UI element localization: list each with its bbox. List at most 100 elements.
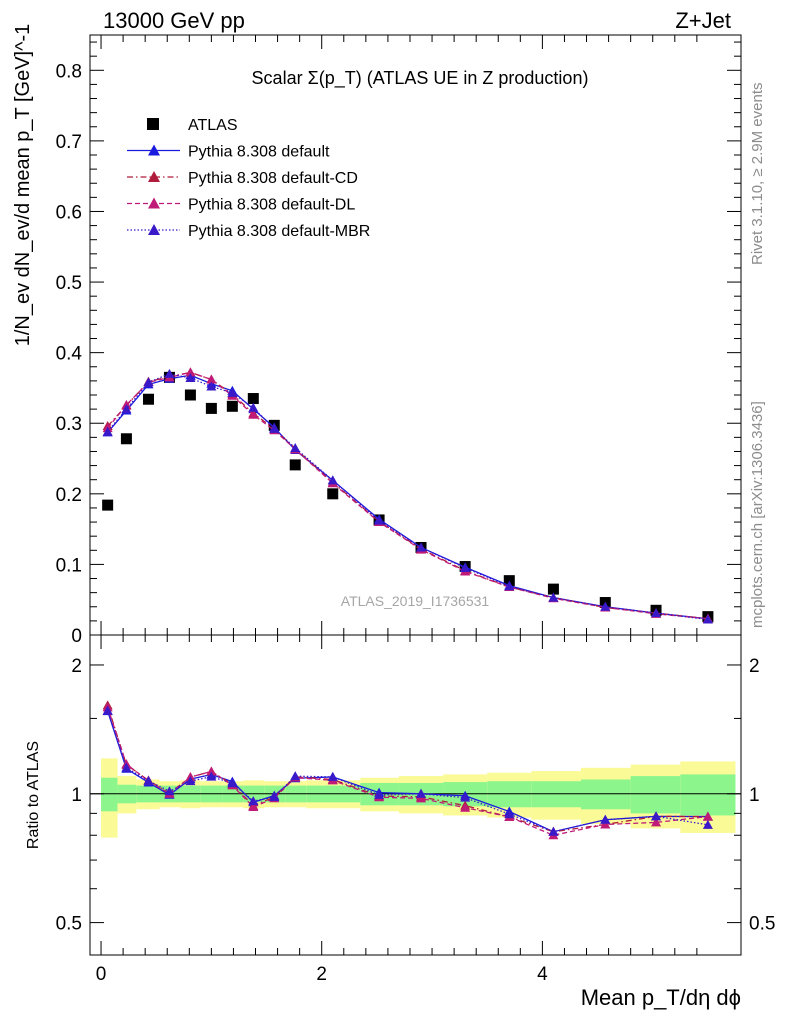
ratio-marker (269, 791, 280, 801)
ratio-marker (460, 792, 471, 802)
ratio-marker (327, 771, 338, 781)
legend-marker-atlas (147, 118, 159, 130)
ratio-marker (548, 826, 559, 836)
x-axis-label: Mean p_T/dη dϕ (581, 985, 741, 1010)
series-layer (102, 367, 714, 840)
legend-label: Pythia 8.308 default-CD (188, 170, 358, 187)
ratio-marker (185, 776, 196, 786)
atlas-marker (205, 402, 217, 414)
series-marker (248, 409, 259, 419)
header-right: Z+Jet (675, 8, 731, 33)
series-marker (227, 387, 238, 397)
series-marker (248, 402, 259, 412)
band-inner (101, 777, 118, 812)
ratio-marker (702, 819, 713, 829)
ratio-marker (248, 796, 259, 806)
x-tick-label: 0 (96, 964, 107, 985)
atlas-marker (547, 583, 559, 595)
ratio-marker (651, 817, 662, 827)
atlas-marker (184, 389, 196, 401)
series-marker (548, 592, 559, 602)
ratio-marker (248, 802, 259, 812)
legend-label: Pythia 8.308 default-DL (188, 197, 355, 214)
ratio-axis-label: Ratio to ATLAS (25, 741, 42, 849)
band-inner (581, 779, 631, 810)
band-inner (680, 774, 736, 816)
series-marker (702, 614, 713, 624)
ratio-tick-label: 1 (71, 785, 82, 806)
watermark: ATLAS_2019_I1736531 (341, 593, 490, 609)
ratio-marker (206, 771, 217, 781)
atlas-marker (289, 459, 301, 471)
series-marker (102, 426, 113, 436)
series-marker (290, 442, 301, 452)
legend-marker (148, 197, 160, 209)
ratio-plot-frame (89, 634, 742, 956)
series-marker (374, 515, 385, 525)
rivet-label: Rivet 3.1.10, ≥ 2.9M events (749, 83, 766, 266)
atlas-marker (226, 400, 238, 412)
y-tick-label: 0.6 (56, 202, 82, 223)
series-marker (121, 404, 132, 414)
y-axis-label: 1/N_ev dN_ev/d mean p_T [GeV]^-1 (12, 24, 34, 347)
series-marker (416, 542, 427, 552)
ratio-marker (460, 802, 471, 812)
ratio-marker (164, 786, 175, 796)
ratio-marker (143, 775, 154, 785)
y-tick-label: 0.1 (56, 555, 82, 576)
ratio-marker (374, 789, 385, 799)
y-tick-label: 0.5 (56, 273, 82, 294)
ratio-marker (102, 705, 113, 715)
y-tick-label: 0.8 (56, 61, 82, 82)
atlas-marker (327, 488, 339, 500)
ratio-marker (651, 811, 662, 821)
series-marker (185, 367, 196, 377)
chart-title: Scalar Σ(p_T) (ATLAS UE in Z production) (252, 68, 589, 89)
ratio-marker (600, 819, 611, 829)
series-marker (206, 381, 217, 391)
ratio-marker (600, 814, 611, 824)
series-marker (143, 377, 154, 387)
series-marker (164, 368, 175, 378)
y-tick-label: 0.3 (56, 414, 82, 435)
x-tick-label: 2 (316, 964, 327, 985)
series-marker (600, 601, 611, 611)
atlas-marker (142, 393, 154, 405)
y-tick-label: 0.7 (56, 132, 82, 153)
series-marker (269, 423, 280, 433)
axes-ticks: 0 0.1 0.2 0.3 0.4 0.5 0.6 0.7 0.8 0 2 4 0.5 0.5 1 1 2 2 (56, 35, 775, 985)
ratio-tick-label: 2 (71, 656, 82, 677)
ratio-marker (702, 811, 713, 821)
legend-label: Pythia 8.308 default-MBR (188, 223, 370, 240)
header-left: 13000 GeV pp (103, 8, 245, 33)
legend-marker (148, 224, 160, 235)
ratio-marker (416, 788, 427, 798)
ratio-tick-label-right: 0.5 (749, 914, 775, 935)
x-tick-label: 4 (537, 964, 548, 985)
series-marker (206, 374, 217, 384)
legend-marker (148, 171, 160, 182)
y-tick-label: 0.4 (56, 344, 83, 365)
ratio-tick-label-right: 1 (749, 785, 760, 806)
ratio-tick-label: 0.5 (56, 914, 82, 935)
y-tick-label: 0 (71, 626, 82, 647)
ratio-marker (504, 809, 515, 819)
series-marker (651, 608, 662, 618)
mcplots-label: mcplots.cern.ch [arXiv:1306.3436] (749, 401, 766, 628)
legend: ATLAS Pythia 8.308 default Pythia 8.308 de… (127, 117, 370, 240)
ratio-marker (121, 762, 132, 772)
atlas-marker (102, 499, 114, 511)
band-inner (630, 776, 681, 814)
y-tick-label: 0.2 (56, 485, 82, 506)
ratio-marker (290, 771, 301, 781)
ratio-tick-label-right: 2 (749, 656, 760, 677)
series-marker (327, 475, 338, 485)
ratio-marker (206, 766, 217, 776)
ratio-marker (416, 793, 427, 803)
legend-label: Pythia 8.308 default (188, 144, 330, 161)
series-marker (460, 562, 471, 572)
series-marker (504, 581, 515, 591)
legend-marker (148, 144, 160, 156)
atlas-marker (247, 393, 259, 405)
